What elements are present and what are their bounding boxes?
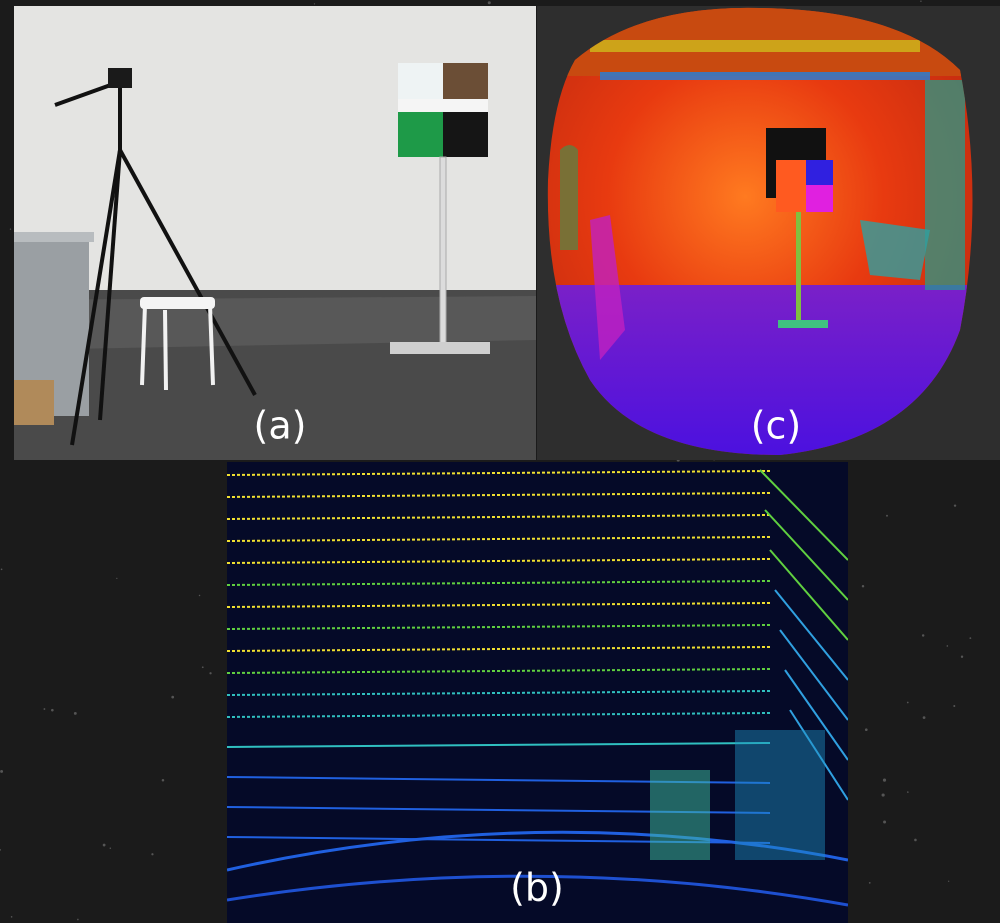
star — [209, 672, 211, 674]
star — [1, 569, 3, 571]
star — [947, 645, 949, 647]
star — [953, 705, 955, 707]
star — [44, 708, 46, 710]
star — [923, 716, 926, 719]
panel-c — [537, 6, 1000, 460]
star — [922, 634, 924, 636]
star — [954, 504, 956, 506]
scan-cluster — [650, 770, 710, 860]
panel-label: (b) — [510, 866, 564, 910]
panel-b — [227, 462, 848, 923]
star — [151, 853, 153, 855]
panel-label: (c) — [751, 404, 802, 448]
star — [862, 585, 864, 587]
star — [10, 228, 11, 229]
star — [948, 881, 949, 882]
star — [74, 712, 77, 715]
star — [865, 728, 868, 731]
star — [882, 793, 885, 796]
star — [883, 821, 886, 824]
star — [969, 637, 971, 639]
star — [869, 882, 871, 884]
star — [907, 702, 909, 704]
star — [103, 844, 106, 847]
star — [51, 709, 54, 712]
panel-label: (a) — [254, 404, 307, 448]
star — [920, 0, 921, 1]
scan-cluster — [735, 730, 825, 860]
star — [162, 779, 165, 782]
star — [116, 578, 117, 579]
panel-a — [14, 6, 536, 460]
star — [0, 770, 3, 773]
star — [199, 595, 200, 596]
star — [961, 656, 963, 658]
star — [171, 696, 174, 699]
star — [488, 1, 491, 4]
star — [77, 919, 79, 921]
star — [914, 839, 917, 842]
figure: (a) (c) (b) — [0, 0, 1000, 923]
star — [11, 916, 13, 918]
star — [907, 791, 909, 793]
star — [110, 848, 111, 849]
star — [202, 666, 204, 668]
star — [883, 779, 886, 782]
star — [886, 515, 888, 517]
star — [314, 3, 315, 4]
